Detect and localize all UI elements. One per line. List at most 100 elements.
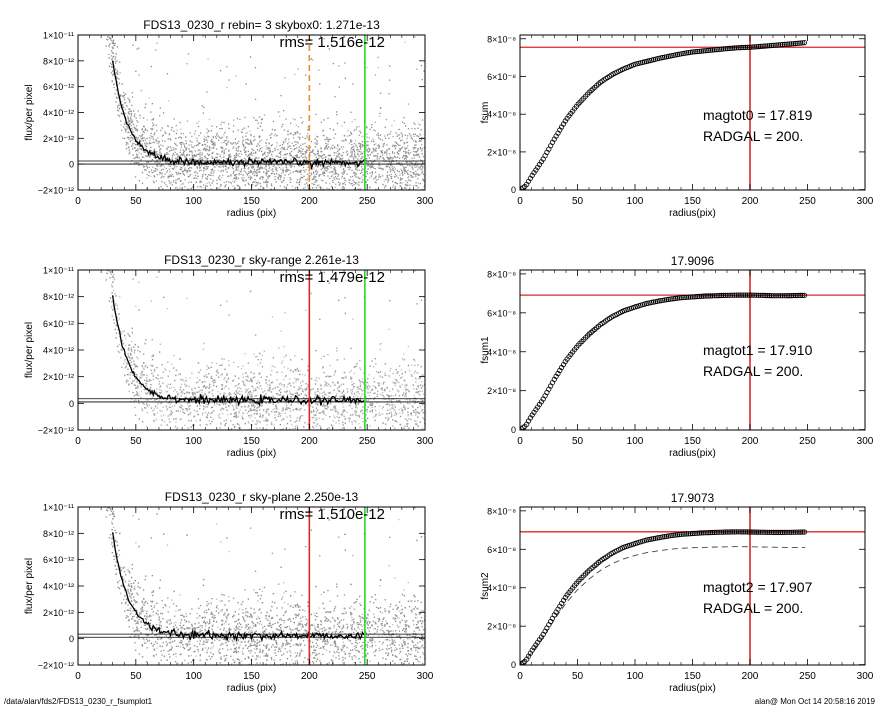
fsum-point xyxy=(674,532,681,538)
x-tick-label: 300 xyxy=(857,671,874,682)
x-tick-label: 0 xyxy=(75,671,81,682)
fsum-point xyxy=(706,529,712,536)
y-tick-label: 6×10⁻⁸ xyxy=(487,72,516,82)
fsum-point xyxy=(696,530,703,536)
fsum-point xyxy=(693,293,699,300)
fsum-point xyxy=(676,295,683,301)
y-axis-label: flux/per pixel xyxy=(24,558,35,614)
fsum-point xyxy=(726,45,732,52)
fsum-point xyxy=(744,292,751,298)
fsum-point xyxy=(682,531,688,537)
fsum-point xyxy=(787,292,793,299)
fsum-point xyxy=(691,294,697,300)
mean-profile-line xyxy=(112,532,366,643)
fsum-point xyxy=(739,529,745,535)
fsum-point xyxy=(781,293,787,299)
fsum-point xyxy=(759,43,765,49)
fsum-point xyxy=(665,296,671,302)
y-tick-label: 2×10⁻¹² xyxy=(43,134,74,144)
fsum-point xyxy=(715,529,721,535)
fsum-point xyxy=(785,41,791,47)
y-tick-label: 0 xyxy=(69,160,74,170)
x-tick-label: 150 xyxy=(684,671,701,682)
profile-2-plot-area xyxy=(78,270,425,430)
fsum-point xyxy=(794,292,800,299)
x-tick-label: 100 xyxy=(627,671,644,682)
fsum-point xyxy=(741,292,747,298)
fsum-point xyxy=(722,46,729,52)
rms-annotation: rms= 1.479e-12 xyxy=(280,269,385,286)
x-tick-label: 250 xyxy=(359,196,376,207)
fsum-point xyxy=(798,40,804,46)
fsum-point xyxy=(684,50,690,56)
y-tick-label: 4×10⁻⁸ xyxy=(487,110,516,120)
fsum-point xyxy=(790,41,797,47)
profile-3-plot-area xyxy=(78,507,425,665)
curve-title: 17.9096 xyxy=(671,254,715,268)
fsum-point xyxy=(742,292,749,298)
rms-annotation: rms= 1.510e-12 xyxy=(280,506,385,523)
x-tick-label: 200 xyxy=(301,436,318,447)
x-tick-label: 250 xyxy=(799,671,816,682)
fsum-point xyxy=(739,44,745,51)
fsum-point xyxy=(766,292,773,299)
fsum-point xyxy=(650,56,657,63)
y-axis-label: fsum1 xyxy=(480,336,491,364)
scatter-points xyxy=(107,507,425,665)
fsum-point xyxy=(724,45,730,52)
fsum-point xyxy=(754,529,760,535)
fsum-point xyxy=(741,44,747,51)
y-axis-label: fsum xyxy=(480,102,491,124)
fsum-point xyxy=(650,299,657,305)
fsum-point xyxy=(698,530,705,536)
curve-title: 17.9073 xyxy=(671,491,715,505)
fsum-point xyxy=(746,44,752,50)
y-tick-label: 8×10⁻¹² xyxy=(43,529,74,539)
x-tick-label: 150 xyxy=(684,436,701,447)
fsum-point xyxy=(671,295,677,302)
fsum-point xyxy=(755,529,762,535)
x-axis-label: radius (pix) xyxy=(227,448,276,459)
fsum-point xyxy=(667,296,673,302)
fsum-point xyxy=(783,41,789,47)
fsum-point xyxy=(656,534,662,541)
curve-1-chart: magtot0 = 17.819 RADGAL = 200. 0 50 100 150 20… xyxy=(480,34,874,219)
y-axis-label: flux/per pixel xyxy=(24,84,35,140)
fsum-curve xyxy=(520,292,808,430)
scatter-points xyxy=(106,507,425,665)
fsum-point xyxy=(713,529,719,535)
profile-1-chart: rms= 1.516e-12 0 50 100 150 200 250 300 −2×10⁻¹²… xyxy=(24,18,434,219)
fsum-point xyxy=(728,292,734,298)
fsum-point xyxy=(708,293,714,299)
fsum-point xyxy=(691,530,697,537)
fsum-point xyxy=(792,292,798,299)
x-tick-label: 300 xyxy=(417,196,434,207)
fsum-point xyxy=(796,529,802,535)
fsum-point xyxy=(765,292,771,299)
fsum-point xyxy=(730,292,736,298)
fsum-point xyxy=(702,293,708,299)
y-tick-label: 2×10⁻⁸ xyxy=(487,622,516,632)
y-tick-label: 6×10⁻¹² xyxy=(43,319,74,329)
fsum-point xyxy=(678,294,684,301)
fsum-point xyxy=(700,48,706,54)
y-axis-label: flux/per pixel xyxy=(24,322,35,378)
fsum-point xyxy=(788,41,795,47)
fsum-point xyxy=(785,292,791,299)
x-axis-label: radius(pix) xyxy=(669,208,716,219)
x-tick-label: 200 xyxy=(742,196,759,207)
y-tick-label: 0 xyxy=(511,425,516,435)
y-tick-label: 0 xyxy=(511,185,516,195)
fsum-point xyxy=(706,47,712,54)
fsum-point xyxy=(696,293,703,299)
x-tick-label: 250 xyxy=(799,436,816,447)
fsum-point xyxy=(647,536,653,543)
fsum-point xyxy=(757,43,763,50)
fsum-point xyxy=(788,529,795,535)
fsum-point xyxy=(663,533,670,539)
fsum-point xyxy=(695,530,701,536)
fsum-point xyxy=(671,532,677,538)
fsum-point xyxy=(680,531,686,537)
fsum-point xyxy=(750,529,756,535)
y-tick-label: 0 xyxy=(69,399,74,409)
